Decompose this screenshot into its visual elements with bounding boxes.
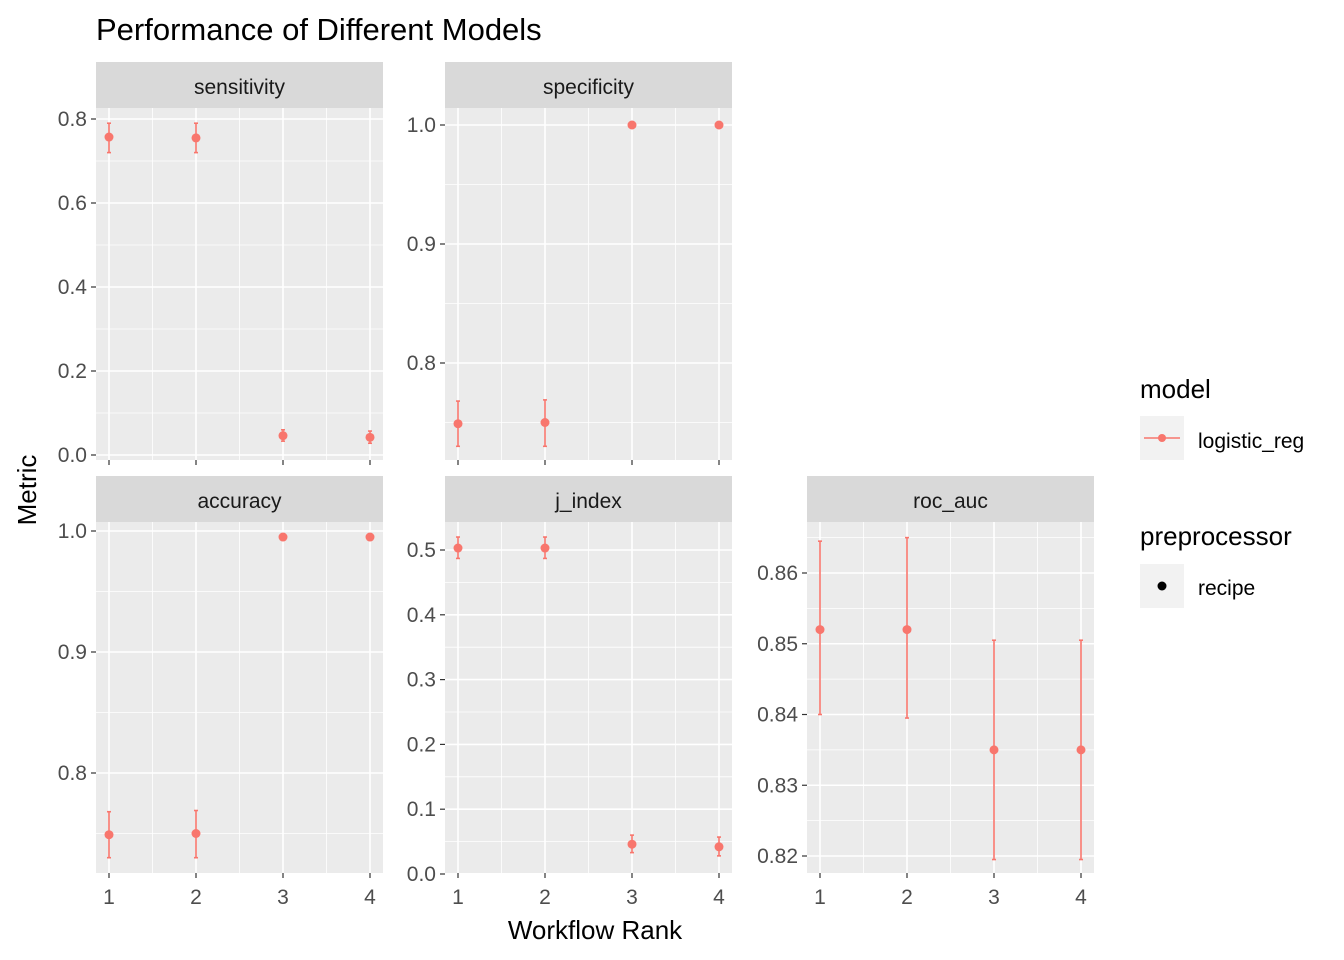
y-tick-label: 0.0	[407, 863, 436, 886]
data-point	[191, 133, 201, 143]
legend-label-logistic-reg: logistic_reg	[1198, 430, 1304, 453]
data-point	[902, 625, 912, 635]
y-tick-label: 0.3	[407, 669, 436, 692]
x-tick-label: 4	[364, 886, 376, 909]
data-point	[365, 432, 375, 442]
data-point	[1076, 745, 1086, 755]
y-tick-label: 0.4	[407, 604, 437, 627]
y-tick-label: 0.6	[58, 192, 87, 215]
data-point	[540, 543, 550, 553]
data-point	[989, 745, 999, 755]
y-tick-label: 0.83	[757, 774, 798, 797]
x-tick-label: 1	[814, 886, 826, 909]
strip-accuracy	[96, 476, 383, 522]
y-tick-label: 0.1	[407, 798, 436, 821]
data-point	[714, 842, 724, 852]
panel-roc-auc: roc_auc 0.82 0.83 0.84 0.85 0.86 1 2 3 4	[757, 476, 1094, 909]
y-tick-label: 0.82	[757, 845, 798, 868]
x-tick-label: 1	[103, 886, 115, 909]
data-point	[714, 120, 724, 130]
strip-j-index	[445, 476, 732, 522]
data-point	[104, 132, 114, 142]
y-tick-label: 0.2	[407, 733, 436, 756]
y-tick-label: 0.85	[757, 633, 798, 656]
data-point	[540, 418, 550, 427]
y-axis-title: Metric	[12, 455, 42, 526]
data-point	[278, 532, 288, 542]
x-tick-label: 3	[626, 886, 638, 909]
y-tick-label: 0.8	[58, 762, 87, 785]
strip-label: sensitivity	[194, 76, 286, 99]
data-point	[453, 419, 463, 429]
panel-j-index: j_index 0.0 0.1 0.2 0.3 0.4 0.5 1 2 3 4	[407, 476, 732, 909]
data-point	[453, 543, 463, 553]
legend-title-preprocessor: preprocessor	[1140, 521, 1292, 551]
data-point	[627, 120, 637, 130]
y-tick-label: 0.86	[757, 562, 798, 585]
x-tick-label: 1	[452, 886, 464, 909]
data-point	[627, 839, 637, 849]
x-tick-label: 2	[190, 886, 202, 909]
y-tick-label: 0.0	[58, 444, 87, 467]
data-point	[815, 625, 825, 635]
panel-accuracy: accuracy 0.8 0.9 1.0 1 2 3 4	[58, 476, 383, 909]
strip-roc-auc	[807, 476, 1094, 522]
y-tick-label: 0.8	[58, 108, 87, 131]
x-tick-label: 3	[277, 886, 289, 909]
strip-label: j_index	[554, 490, 622, 513]
y-tick-label: 0.5	[407, 539, 436, 562]
x-axis-title: Workflow Rank	[508, 915, 683, 945]
legend-label-recipe: recipe	[1198, 577, 1255, 600]
x-tick-label: 2	[539, 886, 551, 909]
strip-label: specificity	[543, 76, 635, 99]
y-tick-label: 1.0	[58, 520, 87, 543]
strip-specificity	[445, 62, 732, 108]
legend: model logistic_reg preprocessor recipe	[1140, 374, 1304, 608]
y-tick-label: 0.9	[58, 641, 87, 664]
strip-sensitivity	[96, 62, 383, 108]
facet-panels: sensitivity 0.0 0.2 0.4 0.6 0.8 specificity 0.8…	[58, 62, 1094, 909]
panel-specificity: specificity 0.8 0.9 1.0	[407, 62, 732, 465]
y-tick-label: 0.84	[757, 704, 798, 727]
y-tick-label: 0.4	[58, 276, 88, 299]
strip-label: roc_auc	[913, 490, 988, 513]
y-tick-label: 0.9	[407, 233, 436, 256]
chart-title: Performance of Different Models	[96, 12, 542, 47]
strip-label: accuracy	[197, 490, 282, 513]
legend-key-point-black	[1157, 581, 1167, 591]
y-tick-label: 0.8	[407, 352, 436, 375]
x-tick-label: 4	[1075, 886, 1087, 909]
data-point	[191, 829, 201, 838]
x-tick-label: 4	[713, 886, 725, 909]
legend-key-point	[1158, 434, 1166, 442]
x-tick-label: 3	[988, 886, 1000, 909]
y-tick-label: 0.2	[58, 360, 87, 383]
x-tick-label: 2	[901, 886, 913, 909]
data-point	[365, 532, 375, 542]
data-point	[278, 431, 288, 441]
y-tick-label: 1.0	[407, 114, 436, 137]
panel-sensitivity: sensitivity 0.0 0.2 0.4 0.6 0.8	[58, 62, 383, 467]
legend-title-model: model	[1140, 374, 1211, 404]
data-point	[104, 830, 114, 840]
